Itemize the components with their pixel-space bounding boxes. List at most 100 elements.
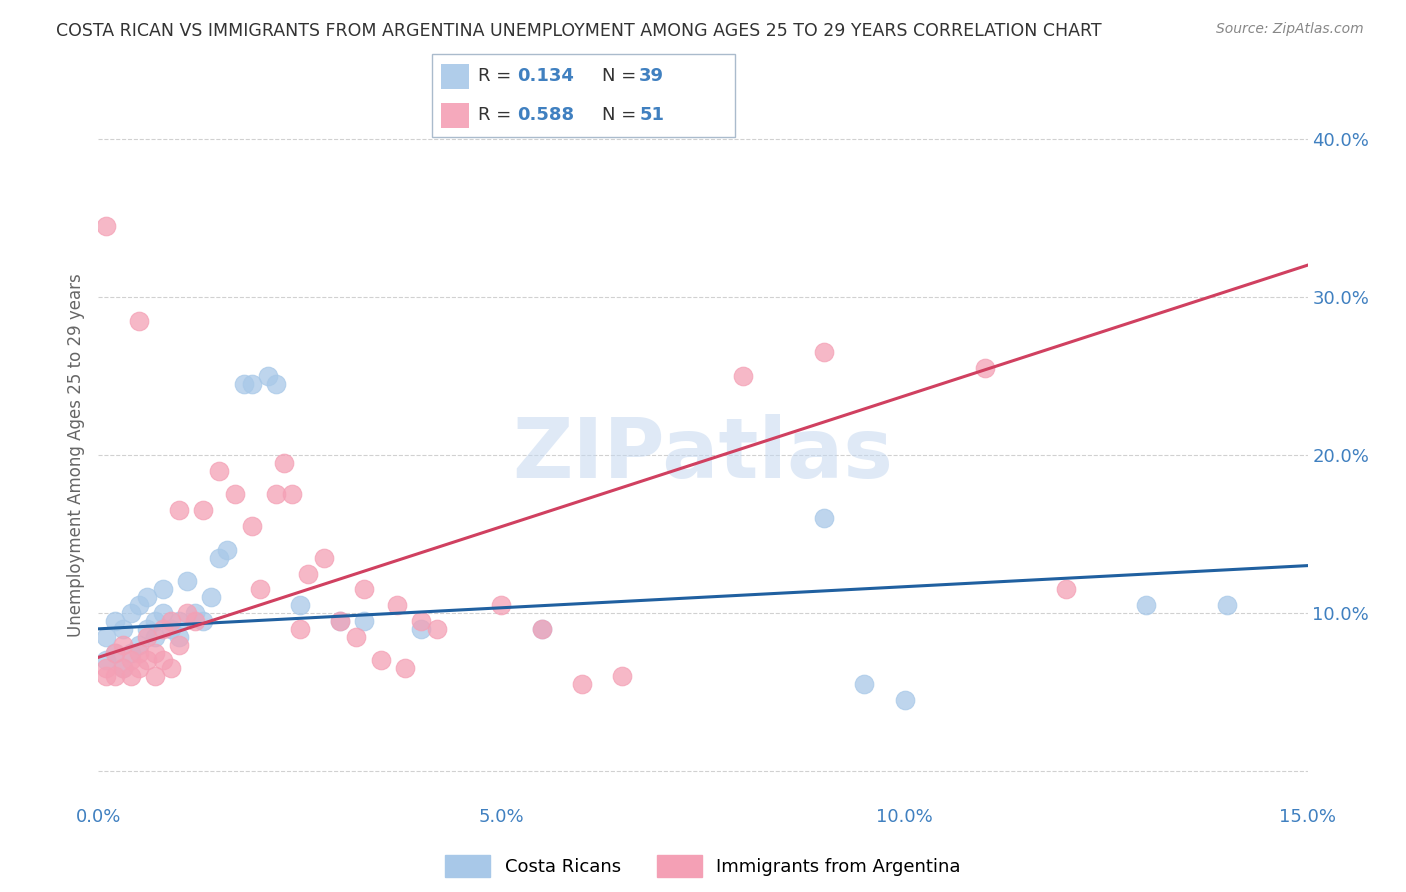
Point bbox=[160, 622, 183, 636]
Point bbox=[571, 677, 593, 691]
Point bbox=[344, 630, 367, 644]
Point bbox=[1135, 598, 1157, 612]
Point bbox=[240, 376, 263, 391]
Point bbox=[530, 622, 553, 636]
Point bbox=[193, 614, 215, 628]
Point bbox=[288, 622, 311, 636]
Point bbox=[208, 464, 231, 478]
Point bbox=[974, 360, 997, 375]
Text: N =: N = bbox=[602, 68, 643, 86]
Legend: Costa Ricans, Immigrants from Argentina: Costa Ricans, Immigrants from Argentina bbox=[437, 847, 969, 884]
Point bbox=[385, 598, 408, 612]
Y-axis label: Unemployment Among Ages 25 to 29 years: Unemployment Among Ages 25 to 29 years bbox=[66, 273, 84, 637]
Point bbox=[111, 661, 134, 675]
Point bbox=[176, 606, 198, 620]
Point bbox=[103, 646, 125, 660]
Point bbox=[530, 622, 553, 636]
Point bbox=[167, 638, 190, 652]
Point bbox=[152, 582, 174, 597]
Point bbox=[135, 622, 157, 636]
Point bbox=[160, 614, 183, 628]
FancyBboxPatch shape bbox=[441, 103, 470, 128]
Point bbox=[96, 219, 118, 233]
Point bbox=[143, 669, 166, 683]
Text: R =: R = bbox=[478, 106, 517, 124]
Point bbox=[184, 606, 207, 620]
Point bbox=[353, 614, 375, 628]
Point bbox=[256, 368, 278, 383]
Point bbox=[491, 598, 513, 612]
Point bbox=[329, 614, 352, 628]
Text: ZIPatlas: ZIPatlas bbox=[513, 415, 893, 495]
Point bbox=[96, 661, 118, 675]
Point bbox=[297, 566, 319, 581]
Point bbox=[200, 591, 222, 605]
Point bbox=[128, 598, 150, 612]
Point bbox=[288, 598, 311, 612]
Point bbox=[184, 614, 207, 628]
Point bbox=[135, 591, 157, 605]
Point bbox=[370, 653, 392, 667]
Point bbox=[120, 606, 142, 620]
Point bbox=[143, 646, 166, 660]
Point bbox=[128, 646, 150, 660]
Point bbox=[1216, 598, 1239, 612]
Point bbox=[96, 630, 118, 644]
Point bbox=[426, 622, 449, 636]
Text: 39: 39 bbox=[640, 68, 664, 86]
Point bbox=[96, 669, 118, 683]
Point bbox=[409, 622, 432, 636]
Point bbox=[167, 630, 190, 644]
Point bbox=[111, 638, 134, 652]
Point bbox=[152, 606, 174, 620]
Point bbox=[152, 653, 174, 667]
Point bbox=[208, 550, 231, 565]
Point bbox=[120, 669, 142, 683]
Point bbox=[120, 653, 142, 667]
Text: 51: 51 bbox=[640, 106, 664, 124]
Point bbox=[120, 646, 142, 660]
Point bbox=[217, 542, 239, 557]
Point bbox=[135, 653, 157, 667]
Point bbox=[264, 376, 287, 391]
FancyBboxPatch shape bbox=[432, 54, 735, 137]
Point bbox=[128, 661, 150, 675]
Point bbox=[167, 503, 190, 517]
Text: R =: R = bbox=[478, 68, 517, 86]
Point bbox=[128, 313, 150, 327]
Text: COSTA RICAN VS IMMIGRANTS FROM ARGENTINA UNEMPLOYMENT AMONG AGES 25 TO 29 YEARS : COSTA RICAN VS IMMIGRANTS FROM ARGENTINA… bbox=[56, 22, 1102, 40]
Point bbox=[733, 368, 755, 383]
Text: Source: ZipAtlas.com: Source: ZipAtlas.com bbox=[1216, 22, 1364, 37]
Point bbox=[103, 614, 125, 628]
Point bbox=[232, 376, 254, 391]
Point bbox=[160, 661, 183, 675]
Point bbox=[249, 582, 271, 597]
Point bbox=[135, 630, 157, 644]
Point bbox=[96, 653, 118, 667]
Point bbox=[853, 677, 876, 691]
Point bbox=[193, 503, 215, 517]
Point bbox=[353, 582, 375, 597]
Point bbox=[240, 519, 263, 533]
Point bbox=[143, 630, 166, 644]
Point bbox=[224, 487, 246, 501]
Point bbox=[273, 456, 295, 470]
Point bbox=[143, 614, 166, 628]
Point bbox=[612, 669, 634, 683]
Point bbox=[103, 669, 125, 683]
Point bbox=[1054, 582, 1077, 597]
Point bbox=[813, 511, 835, 525]
Point bbox=[314, 550, 336, 565]
Point bbox=[394, 661, 416, 675]
Point bbox=[813, 345, 835, 359]
Point bbox=[111, 661, 134, 675]
Point bbox=[264, 487, 287, 501]
Point bbox=[329, 614, 352, 628]
Point bbox=[176, 574, 198, 589]
Point bbox=[893, 693, 915, 707]
Text: 0.134: 0.134 bbox=[517, 68, 574, 86]
Point bbox=[152, 622, 174, 636]
Text: 0.588: 0.588 bbox=[517, 106, 574, 124]
Point bbox=[103, 646, 125, 660]
Point bbox=[409, 614, 432, 628]
